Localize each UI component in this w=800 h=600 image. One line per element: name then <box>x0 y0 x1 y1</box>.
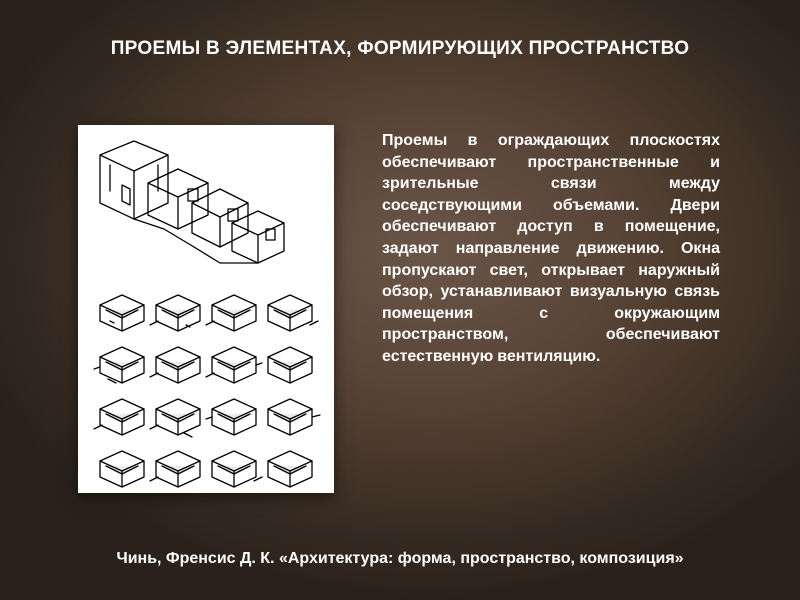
body-paragraph: Проемы в ограждающих плоскостях обеспечи… <box>382 130 720 368</box>
architecture-diagram-icon <box>78 125 334 493</box>
citation-text: Чинь, Френсис Д. К. «Архитектура: форма,… <box>0 550 800 568</box>
slide-title: ПРОЕМЫ В ЭЛЕМЕНТАХ, ФОРМИРУЮЩИХ ПРОСТРАН… <box>0 38 800 60</box>
slide: ПРОЕМЫ В ЭЛЕМЕНТАХ, ФОРМИРУЮЩИХ ПРОСТРАН… <box>0 0 800 600</box>
figure-panel <box>78 125 334 493</box>
